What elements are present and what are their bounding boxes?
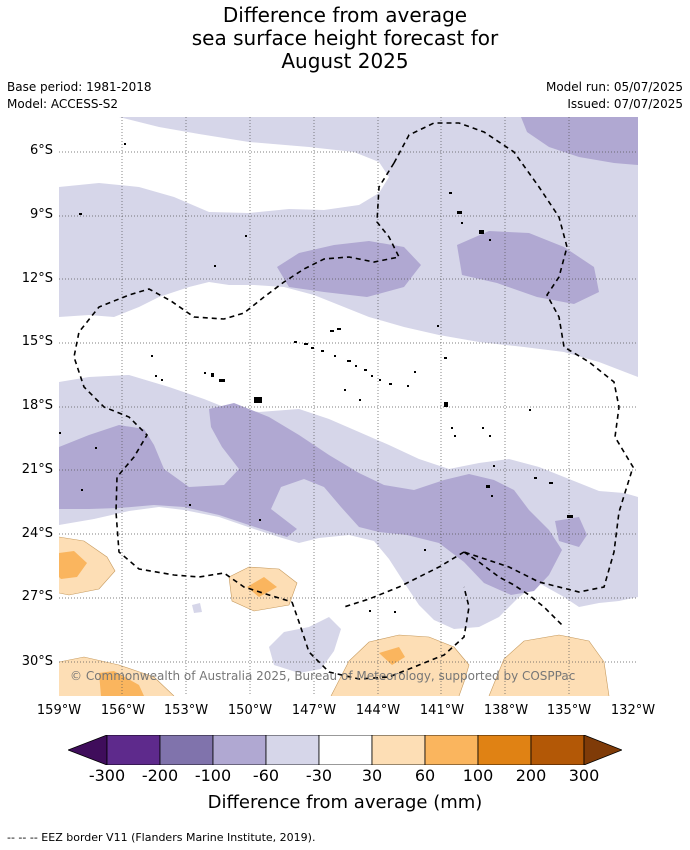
colorbar-bin-3 bbox=[212, 735, 267, 765]
colorbar-tick-200: 200 bbox=[515, 766, 547, 785]
lon-label-144w: 144°W bbox=[355, 703, 401, 718]
colorbar bbox=[68, 735, 622, 765]
lon-label-135w: 135°W bbox=[546, 703, 592, 718]
colorbar-bin-8 bbox=[477, 735, 532, 765]
lat-label-27s: 27°S bbox=[21, 589, 53, 604]
islands bbox=[59, 143, 573, 613]
title-line-1: Difference from average bbox=[222, 3, 468, 27]
model-run: Model run: 05/07/2025 bbox=[545, 80, 683, 94]
issued-date: Issued: 07/07/2025 bbox=[567, 97, 683, 111]
eez-borders bbox=[73, 122, 634, 680]
colorbar-bin-1 bbox=[106, 735, 161, 765]
colorbar-tick-neg300: -300 bbox=[88, 766, 126, 785]
colorbar-bin-7 bbox=[424, 735, 479, 765]
lon-label-147w: 147°W bbox=[291, 703, 337, 718]
colorbar-tick-100: 100 bbox=[462, 766, 494, 785]
anomaly-positive-60-100 bbox=[59, 551, 405, 696]
colorbar-extend-low bbox=[68, 735, 108, 765]
lon-label-156w: 156°W bbox=[100, 703, 146, 718]
meta-left: Base period: 1981-2018 Model: ACCESS-S2 bbox=[7, 79, 152, 113]
colorbar-tick-neg200: -200 bbox=[141, 766, 179, 785]
lat-label-21s: 21°S bbox=[21, 462, 53, 477]
colorbar-bin-4 bbox=[265, 735, 320, 765]
lon-label-150w: 150°W bbox=[227, 703, 273, 718]
lat-label-30s: 30°S bbox=[21, 654, 53, 669]
title-line-2: sea surface height forecast for bbox=[191, 26, 499, 50]
colorbar-tick-neg30: -30 bbox=[305, 766, 333, 785]
lat-label-12s: 12°S bbox=[21, 271, 53, 286]
eez-legend-note: -- -- -- EEZ border V11 (Flanders Marine… bbox=[7, 831, 316, 844]
colorbar-tick-neg60: -60 bbox=[252, 766, 280, 785]
colorbar-tick-60: 60 bbox=[414, 766, 436, 785]
lon-label-141w: 141°W bbox=[419, 703, 465, 718]
meta-right: Model run: 05/07/2025 Issued: 07/07/2025 bbox=[546, 79, 683, 113]
base-period: Base period: 1981-2018 bbox=[7, 80, 152, 94]
colorbar-extend-high bbox=[583, 735, 622, 765]
colorbar-bin-6 bbox=[371, 735, 426, 765]
model-name: Model: ACCESS-S2 bbox=[7, 97, 119, 111]
colorbar-title: Difference from average (mm) bbox=[207, 792, 483, 813]
colorbar-tick-30: 30 bbox=[361, 766, 383, 785]
lat-label-24s: 24°S bbox=[21, 526, 53, 541]
lat-label-15s: 15°S bbox=[21, 334, 53, 349]
contour-lines bbox=[59, 536, 610, 696]
colorbar-bin-5 bbox=[318, 735, 373, 765]
lon-label-138w: 138°W bbox=[483, 703, 529, 718]
lon-label-153w: 153°W bbox=[163, 703, 209, 718]
colorbar-bin-2 bbox=[159, 735, 214, 765]
lat-label-6s: 6°S bbox=[29, 143, 53, 158]
colorbar-tick-300: 300 bbox=[568, 766, 600, 785]
anomaly-negative-60-100 bbox=[59, 117, 638, 595]
lon-label-159w: 159°W bbox=[36, 703, 82, 718]
map-canvas bbox=[59, 117, 638, 696]
lon-label-132w: 132°W bbox=[610, 703, 656, 718]
colorbar-bin-9 bbox=[530, 735, 585, 765]
title-line-3: August 2025 bbox=[281, 49, 409, 73]
lat-label-9s: 9°S bbox=[29, 207, 53, 222]
sea-level-map bbox=[59, 117, 638, 696]
copyright-notice: © Commonwealth of Australia 2025, Bureau… bbox=[70, 669, 576, 683]
colorbar-tick-neg100: -100 bbox=[194, 766, 232, 785]
chart-title: Difference from average sea surface heig… bbox=[0, 4, 690, 73]
lat-label-18s: 18°S bbox=[21, 398, 53, 413]
